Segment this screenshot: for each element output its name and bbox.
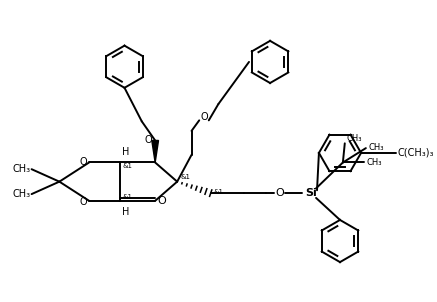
Text: O: O: [145, 134, 152, 145]
Text: &1: &1: [123, 194, 132, 200]
Text: CH₃: CH₃: [367, 158, 382, 167]
Text: CH₃: CH₃: [13, 189, 31, 199]
Text: O: O: [80, 156, 87, 166]
Text: C(CH₃)₃: C(CH₃)₃: [398, 148, 434, 158]
Text: H: H: [121, 207, 129, 217]
Text: Si: Si: [305, 188, 317, 198]
Text: O: O: [200, 112, 208, 123]
Text: CH₃: CH₃: [13, 164, 31, 174]
Text: &1: &1: [214, 189, 224, 195]
Text: O: O: [157, 196, 166, 206]
Polygon shape: [152, 140, 159, 162]
Text: &1: &1: [180, 174, 190, 180]
Text: CH₃: CH₃: [347, 134, 362, 143]
Text: &1: &1: [123, 163, 132, 169]
Text: H: H: [121, 147, 129, 157]
Text: CH₃: CH₃: [369, 143, 384, 152]
Text: O: O: [275, 188, 284, 198]
Text: O: O: [80, 197, 87, 207]
